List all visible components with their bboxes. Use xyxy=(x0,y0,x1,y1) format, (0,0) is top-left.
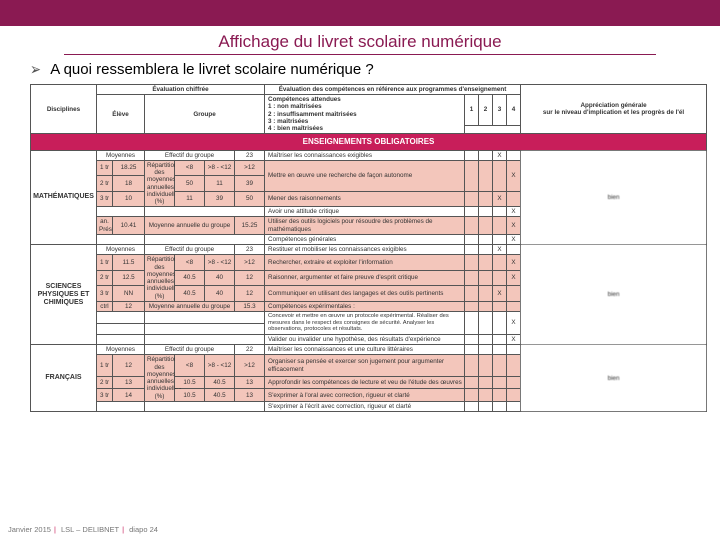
top-stripe xyxy=(0,0,720,26)
hdr-c4: 4 xyxy=(507,95,521,125)
maths-appreciation: bien xyxy=(521,150,707,245)
disc-spc: SCIENCES PHYSIQUES ET CHIMIQUES xyxy=(31,245,97,345)
question-text: A quoi ressemblera le livret scolaire nu… xyxy=(50,61,374,78)
hdr-eleve: Élève xyxy=(97,95,145,134)
section-bar: ENSEIGNEMENTS OBLIGATOIRES xyxy=(31,134,707,150)
hdr-c1: 1 xyxy=(465,95,479,125)
spc-moyennes: SCIENCES PHYSIQUES ET CHIMIQUES Moyennes… xyxy=(31,245,707,255)
hdr-eval-comp: Évaluation des compétences en référence … xyxy=(265,85,521,95)
hdr-groupe: Groupe xyxy=(145,95,265,134)
fr-moyennes: FRANÇAIS Moyennes Effectif du groupe 22 … xyxy=(31,345,707,355)
chevron-icon: ➢ xyxy=(30,60,41,81)
footer-date: Janvier 2015 xyxy=(8,525,51,534)
hdr-c2: 2 xyxy=(479,95,493,125)
title-underline xyxy=(64,54,656,55)
disc-maths: MATHÉMATIQUES xyxy=(31,150,97,245)
table: Disciplines Évaluation chiffrée Évaluati… xyxy=(30,84,707,412)
footer-page: diapo 24 xyxy=(129,525,158,534)
maths-moyennes: MATHÉMATIQUES Moyennes Effectif du group… xyxy=(31,150,707,160)
sep-icon: | xyxy=(122,525,124,534)
page-title: Affichage du livret scolaire numérique xyxy=(0,26,720,54)
hdr-eval-chiffree: Évaluation chiffrée xyxy=(97,85,265,95)
hdr-competences: Compétences attendues 1 : non maîtrisées… xyxy=(265,95,465,134)
disc-francais: FRANÇAIS xyxy=(31,345,97,412)
question-line: ➢ A quoi ressemblera le livret scolaire … xyxy=(0,59,720,84)
livret-table: Disciplines Évaluation chiffrée Évaluati… xyxy=(30,84,706,412)
section-bar-text: ENSEIGNEMENTS OBLIGATOIRES xyxy=(31,134,707,150)
header-row-1: Disciplines Évaluation chiffrée Évaluati… xyxy=(31,85,707,95)
spc-appreciation: bien xyxy=(521,245,707,345)
hdr-appreciation: Appréciation générale sur le niveau d'im… xyxy=(521,85,707,134)
hdr-disciplines: Disciplines xyxy=(31,85,97,134)
hdr-c3: 3 xyxy=(493,95,507,125)
fr-appreciation: bien xyxy=(521,345,707,412)
footer-app: LSL – DELIBNET xyxy=(61,525,119,534)
sep-icon: | xyxy=(54,525,56,534)
footer: Janvier 2015| LSL – DELIBNET| diapo 24 xyxy=(8,525,158,534)
